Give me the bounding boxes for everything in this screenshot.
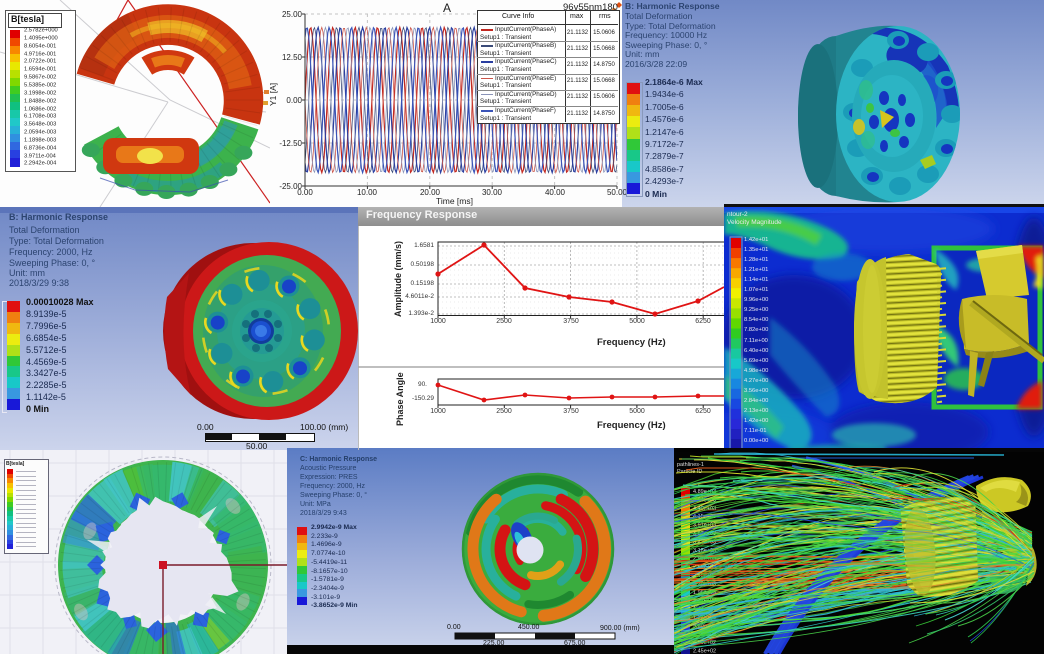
svg-text:2.69e+03: 2.69e+03 — [693, 565, 716, 571]
svg-text:9.80e+02: 9.80e+02 — [693, 623, 716, 629]
svg-text:pathlines-1: pathlines-1 — [677, 462, 704, 468]
svg-text:2.93e+03: 2.93e+03 — [693, 556, 716, 562]
svg-text:2.45e+02: 2.45e+02 — [693, 649, 716, 654]
svg-text:4.89e+03: 4.89e+03 — [693, 489, 716, 495]
svg-text:4.90e+02: 4.90e+02 — [693, 640, 716, 646]
